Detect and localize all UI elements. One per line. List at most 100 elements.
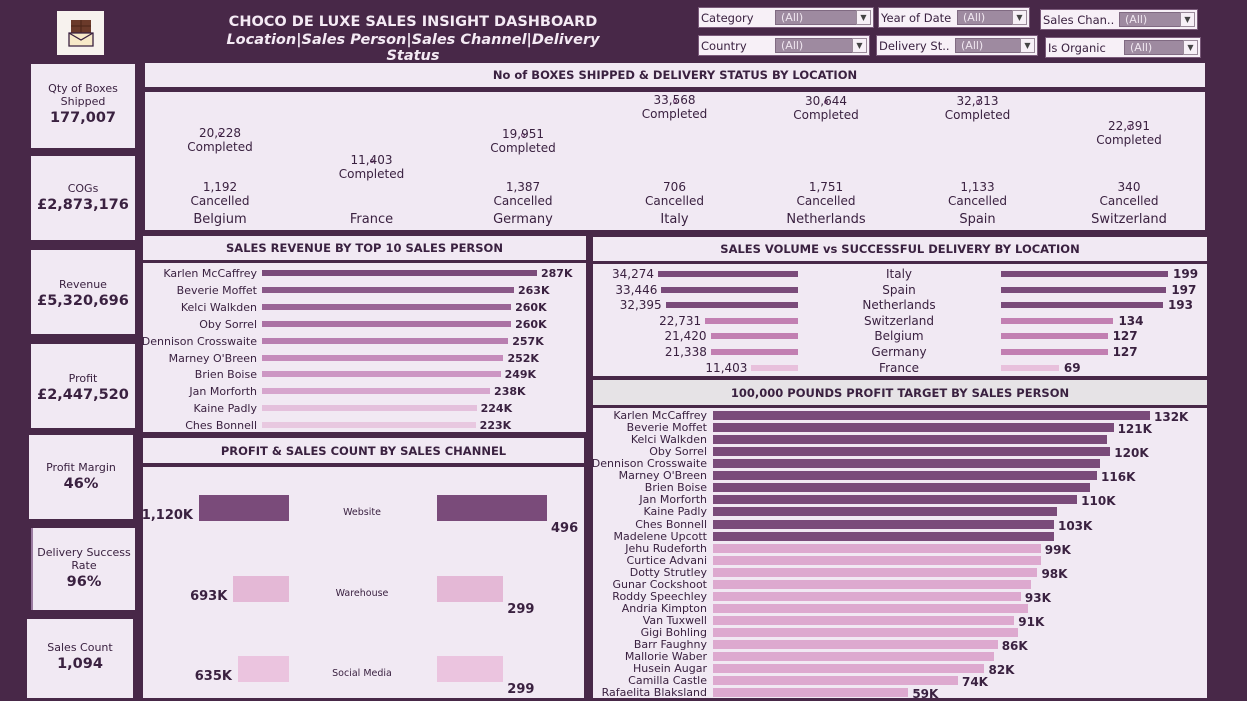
profit-bar[interactable] xyxy=(199,495,289,521)
channel-chart-title: PROFIT & SALES COUNT BY SALES CHANNEL xyxy=(143,438,584,463)
kpi-delivery-success: Delivery Success Rate 96% xyxy=(31,528,135,610)
count-bar[interactable] xyxy=(437,656,504,682)
volume-bar[interactable] xyxy=(705,317,798,324)
delivery-bar[interactable] xyxy=(1001,271,1168,277)
revenue-bar[interactable] xyxy=(262,422,476,429)
chevron-down-icon[interactable]: ▼ xyxy=(856,10,871,25)
volume-value-label: 32,395 xyxy=(619,298,662,313)
volume-bar[interactable] xyxy=(658,271,798,277)
profit-value-label: 59K xyxy=(912,687,939,701)
delivery-bar[interactable] xyxy=(1001,302,1163,309)
revenue-bar[interactable] xyxy=(262,270,537,276)
profit-value-label: 116K xyxy=(1101,470,1136,485)
profit-bar[interactable] xyxy=(713,519,1054,529)
profit-bar[interactable] xyxy=(713,447,1111,457)
profit-bar[interactable] xyxy=(713,628,1018,638)
volume-bar[interactable] xyxy=(710,333,798,340)
profit-value-label: 132K xyxy=(1154,410,1189,424)
revenue-bar[interactable] xyxy=(262,320,512,327)
filter-delivery-status[interactable]: Delivery St.. (All) ▼ xyxy=(876,35,1038,56)
profit-bar[interactable] xyxy=(713,495,1078,505)
revenue-bar[interactable] xyxy=(262,405,477,412)
channel-name: Website xyxy=(343,507,381,518)
profit-bar[interactable] xyxy=(237,656,289,682)
profit-bar[interactable] xyxy=(713,435,1107,445)
location-label: Italy xyxy=(885,267,913,281)
profit-bar[interactable] xyxy=(713,483,1091,493)
revenue-bar[interactable] xyxy=(262,303,512,310)
delivery-bar[interactable] xyxy=(1001,333,1108,340)
profit-bar[interactable] xyxy=(713,543,1041,553)
revenue-bar[interactable] xyxy=(262,371,501,378)
count-value-label: 299 xyxy=(507,682,535,697)
cancelled-label: 1,192 Cancelled xyxy=(160,180,280,208)
profit-bar[interactable] xyxy=(713,591,1021,601)
volume-bar[interactable] xyxy=(710,349,798,355)
cancelled-label: 706 Cancelled xyxy=(615,180,735,208)
chevron-down-icon[interactable]: ▼ xyxy=(1012,10,1027,25)
profit-bar[interactable] xyxy=(713,423,1114,433)
volume-bar[interactable] xyxy=(751,364,798,371)
filter-select[interactable]: (All) xyxy=(957,10,1027,25)
profit-bar[interactable] xyxy=(713,567,1038,577)
delivery-bar[interactable] xyxy=(1001,364,1059,371)
location-name: Belgium xyxy=(193,212,247,227)
channel-chart: 1,120K Website 496 693K Warehouse 299 635K Soci… xyxy=(142,467,584,698)
location-name: Switzerland xyxy=(1091,212,1167,227)
profit-bar[interactable] xyxy=(713,676,958,686)
location-name: Netherlands xyxy=(786,212,866,227)
profit-bar[interactable] xyxy=(713,579,1031,589)
filter-select[interactable]: (All) xyxy=(775,38,867,53)
revenue-bar[interactable] xyxy=(262,286,514,293)
volume-bar[interactable] xyxy=(665,302,798,309)
profit-bar[interactable] xyxy=(713,688,909,698)
filter-select[interactable]: (All) xyxy=(1124,40,1198,55)
sales-person-label: Ches Bonnell xyxy=(635,517,707,531)
filter-country[interactable]: Country (All) ▼ xyxy=(698,35,870,56)
sales-person-label: Van Tuxwell xyxy=(642,614,707,628)
filter-select[interactable]: (All) xyxy=(775,10,871,25)
profit-value-label: 82K xyxy=(988,663,1015,678)
count-bar[interactable] xyxy=(437,495,547,521)
sales-person-label: Kaine Padly xyxy=(193,402,257,416)
profit-bar[interactable] xyxy=(713,555,1041,565)
kpi-label: Revenue xyxy=(59,278,107,291)
delivery-bar[interactable] xyxy=(1001,286,1167,293)
kpi-value: £2,873,176 xyxy=(37,197,129,213)
delivery-bar[interactable] xyxy=(1001,317,1114,324)
sales-person-label: Madelene Upcott xyxy=(613,529,707,543)
filter-year[interactable]: Year of Date (All) ▼ xyxy=(878,7,1030,28)
profit-bar[interactable] xyxy=(713,531,1054,541)
profit-bar[interactable] xyxy=(713,603,1028,613)
volume-bar[interactable] xyxy=(661,286,798,293)
profit-bar[interactable] xyxy=(713,411,1150,420)
chevron-down-icon[interactable]: ▼ xyxy=(1180,12,1195,27)
profit-value-label: 91K xyxy=(1018,615,1045,630)
profit-bar[interactable] xyxy=(713,507,1058,517)
completed-value: 20,228 xyxy=(199,126,241,140)
filter-is-organic[interactable]: Is Organic (All) ▼ xyxy=(1045,37,1201,58)
filter-sales-channel[interactable]: Sales Chan.. (All) ▼ xyxy=(1040,9,1198,30)
chevron-down-icon[interactable]: ▼ xyxy=(1020,38,1035,53)
chevron-down-icon[interactable]: ▼ xyxy=(1183,40,1198,55)
revenue-bar[interactable] xyxy=(262,388,491,395)
revenue-bar[interactable] xyxy=(262,354,504,361)
cancelled-value: 1,192 xyxy=(202,180,238,194)
profit-bar[interactable] xyxy=(713,459,1101,469)
count-bar[interactable] xyxy=(437,576,504,602)
profit-bar[interactable] xyxy=(713,664,985,674)
filter-category[interactable]: Category (All) ▼ xyxy=(698,7,874,28)
profit-bar[interactable] xyxy=(713,640,998,650)
profit-bar[interactable] xyxy=(713,616,1015,626)
chevron-down-icon[interactable]: ▼ xyxy=(852,38,867,53)
volume-value-label: 33,446 xyxy=(615,282,658,297)
revenue-bar[interactable] xyxy=(262,337,509,344)
profit-bar[interactable] xyxy=(713,471,1098,481)
filter-select[interactable]: (All) xyxy=(1119,12,1195,27)
kpi-label: Delivery Success Rate xyxy=(37,546,131,572)
chocolate-bar-icon xyxy=(67,20,94,47)
profit-bar[interactable] xyxy=(233,576,289,602)
profit-bar[interactable] xyxy=(713,652,995,662)
kpi-label: Sales Count xyxy=(47,641,113,654)
delivery-bar[interactable] xyxy=(1001,349,1108,355)
